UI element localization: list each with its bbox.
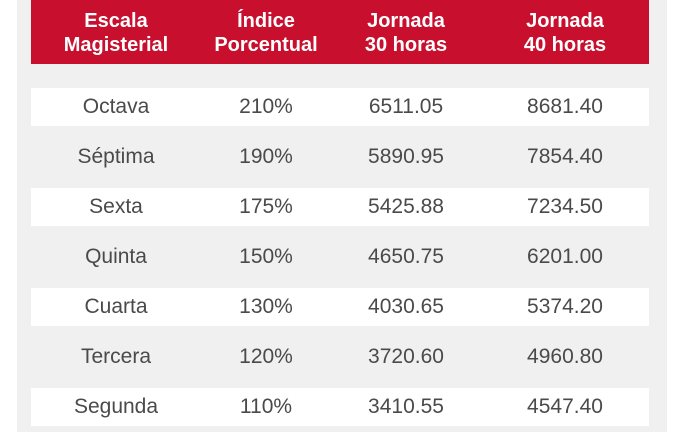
cell-jornada-40: 7854.40: [527, 145, 603, 168]
cell-indice: 150%: [239, 245, 293, 268]
table-row: Sexta 175% 5425.88 7234.50: [31, 188, 649, 226]
cell-jornada-40: 8681.40: [527, 95, 603, 118]
header-line: Escala: [84, 10, 148, 32]
cell-indice: 130%: [239, 295, 293, 318]
header-line: Porcentual: [214, 34, 318, 56]
cell-jornada-40: 4960.80: [527, 345, 603, 368]
header-line: Jornada: [526, 10, 604, 32]
cell-jornada-30: 5425.88: [368, 195, 444, 218]
cell-escala: Cuarta: [84, 295, 148, 318]
cell-indice: 175%: [239, 195, 293, 218]
header-line: 40 horas: [523, 34, 607, 56]
header-line: Jornada: [367, 10, 445, 32]
cell-jornada-30: 4030.65: [368, 295, 444, 318]
table-row: Tercera 120% 3720.60 4960.80: [31, 338, 649, 376]
cell-indice: 120%: [239, 345, 293, 368]
cell-escala: Tercera: [80, 345, 152, 368]
cell-jornada-40: 6201.00: [527, 245, 603, 268]
cell-escala: Octava: [82, 95, 150, 118]
cell-escala: Sexta: [89, 195, 143, 218]
cell-escala: Segunda: [73, 395, 159, 418]
cell-jornada-30: 4650.75: [368, 245, 444, 268]
header-line: Índice: [237, 10, 295, 32]
cell-indice: 210%: [239, 95, 293, 118]
cell-jornada-30: 6511.05: [368, 95, 444, 118]
cell-escala: Quinta: [85, 245, 147, 268]
header-line: 30 horas: [364, 34, 448, 56]
cell-indice: 110%: [239, 395, 293, 418]
header-jornada-30-horas: Jornada 30 horas: [331, 0, 481, 64]
header-indice-porcentual: Índice Porcentual: [201, 0, 331, 64]
cell-jornada-30: 3720.60: [368, 345, 444, 368]
header-escala-magisterial: Escala Magisterial: [31, 0, 201, 64]
header-line: Magisterial: [63, 34, 169, 56]
table-header: Escala Magisterial Índice Porcentual Jor…: [31, 0, 649, 64]
cell-jornada-30: 3410.55: [368, 395, 444, 418]
header-jornada-40-horas: Jornada 40 horas: [481, 0, 649, 64]
cell-escala: Séptima: [77, 145, 155, 168]
cell-jornada-40: 7234.50: [527, 195, 603, 218]
table-row: Octava 210% 6511.05 8681.40: [31, 88, 649, 126]
cell-jornada-30: 5890.95: [368, 145, 444, 168]
table-row: Segunda 110% 3410.55 4547.40: [31, 388, 649, 426]
cell-jornada-40: 4547.40: [527, 395, 603, 418]
cell-jornada-40: 5374.20: [527, 295, 603, 318]
table-row: Séptima 190% 5890.95 7854.40: [31, 138, 649, 176]
cell-indice: 190%: [239, 145, 293, 168]
table-row: Quinta 150% 4650.75 6201.00: [31, 238, 649, 276]
table-row: Cuarta 130% 4030.65 5374.20: [31, 288, 649, 326]
